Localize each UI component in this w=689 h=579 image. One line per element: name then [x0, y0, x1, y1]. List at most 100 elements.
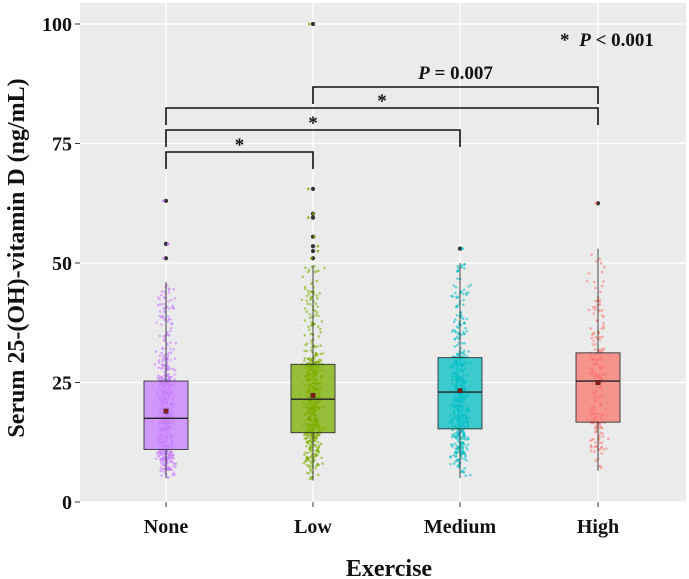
data-point: [459, 290, 463, 294]
data-point: [304, 287, 307, 291]
data-point: [316, 249, 320, 253]
data-point: [593, 308, 597, 312]
data-point: [316, 448, 319, 452]
data-point: [593, 280, 596, 284]
data-point: [316, 473, 320, 477]
data-point: [462, 298, 465, 302]
data-point: [315, 294, 319, 297]
outlier-point: [457, 246, 463, 251]
data-point: [593, 348, 597, 351]
data-point: [592, 339, 595, 343]
data-point: [158, 354, 162, 358]
data-point: [309, 290, 313, 294]
data-point: [314, 313, 318, 317]
data-point: [317, 450, 321, 454]
data-point: [600, 284, 604, 288]
data-point: [172, 367, 175, 371]
data-point: [303, 359, 306, 363]
data-point: [305, 444, 308, 448]
data-point: [466, 436, 470, 439]
legend-p-symbol: P: [578, 30, 591, 51]
data-point: [304, 451, 308, 454]
data-point: [169, 298, 173, 302]
data-point: [454, 331, 458, 334]
data-point: [320, 456, 323, 460]
data-point: [306, 357, 310, 361]
data-point: [464, 454, 467, 457]
data-point: [167, 288, 171, 291]
data-point: [167, 300, 170, 303]
data-point: [168, 334, 171, 337]
data-point: [450, 294, 453, 298]
data-point: [313, 270, 317, 274]
data-point: [159, 293, 163, 297]
bracket-star: *: [377, 91, 387, 112]
data-point: [172, 348, 175, 351]
data-point: [590, 438, 594, 442]
data-point: [600, 348, 603, 352]
data-point: [158, 297, 161, 301]
data-point: [307, 325, 310, 329]
data-point: [461, 469, 464, 473]
data-point: [319, 352, 322, 356]
data-point: [594, 335, 597, 339]
data-point: [318, 443, 321, 447]
data-point: [157, 366, 160, 370]
data-point: [314, 302, 318, 306]
data-point: [308, 316, 312, 320]
data-point: [462, 292, 465, 296]
data-point: [167, 315, 170, 318]
data-point: [170, 351, 173, 354]
data-point: [315, 353, 319, 357]
data-point: [463, 267, 466, 270]
outlier-point: [310, 215, 316, 220]
data-point: [454, 286, 458, 289]
data-point: [309, 357, 313, 360]
data-point: [592, 332, 595, 336]
box-iqr: [437, 357, 483, 430]
data-point: [308, 313, 312, 316]
data-point: [305, 294, 309, 298]
bracket-line: [165, 107, 599, 125]
data-point: [319, 331, 322, 334]
data-point: [160, 290, 164, 293]
data-point: [303, 349, 306, 353]
data-point: [313, 264, 316, 268]
data-point: [459, 314, 463, 318]
data-point: [456, 266, 460, 270]
bracket-label: P = 0.007: [417, 63, 493, 84]
data-point: [306, 302, 310, 306]
x-axis-title: Exercise: [346, 556, 433, 579]
data-point: [457, 433, 460, 437]
data-point: [314, 453, 318, 456]
data-point: [589, 327, 593, 330]
data-point: [599, 290, 602, 294]
data-point: [461, 428, 465, 432]
data-point: [303, 356, 307, 360]
data-point: [305, 349, 309, 353]
data-point: [300, 298, 304, 302]
box-iqr: [290, 363, 336, 434]
y-tick-label: 25: [52, 373, 72, 395]
data-point: [455, 444, 459, 447]
data-point: [320, 442, 323, 445]
data-point: [598, 437, 601, 440]
data-point: [594, 201, 598, 205]
data-point: [457, 440, 460, 444]
data-point: [595, 425, 598, 429]
data-point: [469, 283, 473, 287]
data-point: [457, 295, 460, 299]
data-point: [456, 333, 460, 336]
data-point: [598, 300, 602, 304]
data-point: [165, 306, 169, 309]
data-point: [170, 322, 173, 326]
data-point: [309, 303, 312, 306]
significance-legend: * P < 0.001: [560, 30, 654, 51]
y-tick-label: 0: [62, 492, 72, 514]
data-point: [303, 433, 306, 437]
data-point: [457, 337, 460, 341]
data-point: [173, 296, 177, 300]
data-point: [600, 327, 604, 330]
data-point: [462, 303, 465, 307]
data-point: [319, 358, 323, 362]
